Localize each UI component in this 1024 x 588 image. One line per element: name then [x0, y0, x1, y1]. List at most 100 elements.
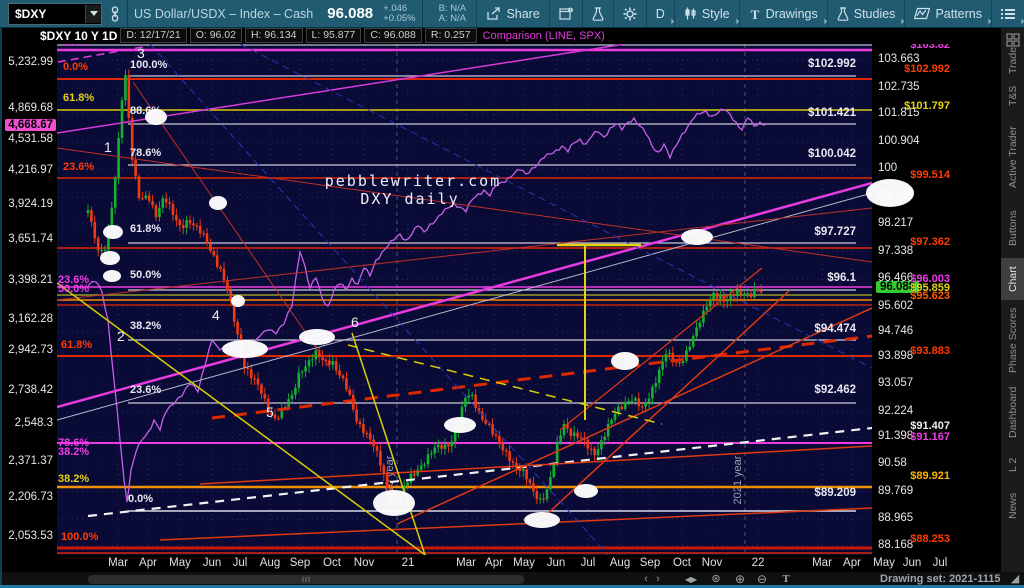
trendline	[159, 507, 872, 541]
left-axis-tick: 2,942.73	[8, 344, 53, 356]
divider	[421, 0, 423, 27]
scrollbar-grip-icon	[302, 577, 310, 582]
fib-level-label: 0.0%	[63, 44, 88, 49]
comparison-study-label[interactable]: Comparison (LINE, SPX)	[482, 29, 605, 42]
right-axis-tick: 100	[878, 162, 898, 174]
right-price-axis[interactable]: 103.663102.735101.815100.90410099.10598.…	[872, 39, 1000, 572]
timeframe-button[interactable]: D	[645, 0, 675, 27]
sidebar-tab-t-s[interactable]: T&S	[1007, 85, 1019, 107]
sidebar-tab-l-2[interactable]: L 2	[1007, 457, 1019, 473]
time-axis-label: Mar	[456, 557, 476, 569]
patterns-button[interactable]: Patterns	[904, 0, 992, 27]
panel-grid-icon[interactable]	[1006, 33, 1020, 52]
wave-count-label: 2	[117, 328, 125, 344]
sidebar-tab-active-trader[interactable]: Active Trader	[1007, 126, 1019, 188]
trendline	[132, 81, 331, 369]
analysis-tools-button[interactable]	[581, 0, 613, 27]
sidebar-tab-buttons[interactable]: Buttons	[1007, 210, 1019, 246]
ask-value: A: N/A	[438, 12, 467, 24]
chart-menu-button[interactable]	[991, 0, 1024, 27]
right-axis-tick: 93.898	[878, 350, 914, 362]
toolbar-right-group: Share ! D	[476, 0, 1024, 27]
left-axis-tick: 2,548.3	[14, 417, 53, 429]
time-axis-label: 21	[401, 557, 415, 569]
studies-button[interactable]: Studies	[826, 0, 905, 27]
wave-count-label: 3	[137, 45, 145, 61]
drawings-button[interactable]: T Drawings	[738, 0, 827, 27]
ellipse-annotation	[231, 295, 245, 307]
left-axis-tick: 4,869.68	[8, 102, 53, 114]
patterns-label: Patterns	[935, 6, 982, 21]
zoom-out-icon[interactable]: ⊖	[756, 572, 768, 586]
style-button[interactable]: Style	[673, 0, 739, 27]
calendar-alert-icon: !	[559, 7, 573, 20]
left-axis-tick: 2,371.37	[8, 455, 53, 467]
resize-grip-icon[interactable]: ◢	[1010, 573, 1020, 585]
left-axis-tick: 5,232.99	[8, 56, 53, 68]
svg-text:T: T	[750, 8, 759, 20]
link-symbol-icon[interactable]	[109, 5, 121, 22]
fib-level-label: 23.6%	[63, 161, 94, 173]
drawing-set-label: Drawing set: 2021-1115	[880, 573, 1001, 585]
trendline	[396, 307, 872, 525]
fib-price-label: $97.727	[814, 226, 856, 238]
price-level-label: $97.362	[910, 236, 950, 248]
trendline	[57, 282, 427, 555]
horizontal-scrollbar[interactable]	[88, 575, 524, 584]
ellipse-annotation	[524, 512, 560, 528]
dropdown-caret-icon	[1015, 15, 1024, 25]
right-sidebar: Trade T&S Active Trader Buttons Chart Phase S…	[1000, 27, 1024, 572]
sidebar-tab-news[interactable]: News	[1007, 492, 1019, 520]
bid-ask: B: N/A A: N/A	[438, 3, 467, 24]
scroll-right-icon[interactable]: ›	[656, 573, 660, 585]
flask-icon	[837, 6, 849, 21]
right-axis-tick: 91.398	[878, 430, 914, 442]
zoom-in-icon[interactable]: ⊕	[734, 572, 746, 586]
fib-level-label: 78.6%	[58, 437, 89, 449]
left-axis-tick: 2,738.42	[8, 384, 53, 396]
fib-price-label: $92.462	[814, 384, 856, 396]
right-axis-tick: 89.769	[878, 485, 914, 497]
sidebar-tab-phase-scores[interactable]: Phase Scores	[1007, 307, 1019, 373]
left-price-axis[interactable]: 5,232.99 4,869.68 4,531.58 4,216.97 3,924.19…	[0, 44, 57, 572]
right-axis-tick: 103.663	[878, 53, 920, 65]
sidebar-tab-chart[interactable]: Chart	[1001, 258, 1024, 300]
time-axis[interactable]: Mar Apr May Jun Jul Aug Sep Oct Nov 21 Mar Apr May Ju…	[0, 555, 1000, 572]
list-menu-icon	[1001, 8, 1015, 19]
right-axis-tick: 94.746	[878, 325, 914, 337]
trendline	[347, 344, 663, 425]
share-button[interactable]: Share	[476, 0, 548, 27]
price-level-label: $99.514	[910, 169, 950, 181]
divider	[127, 0, 128, 27]
text-note-icon[interactable]: T	[782, 573, 790, 585]
chart-header: $DXY 10 Y 1D D: 12/17/21 O: 96.02 H: 96.13…	[0, 27, 1024, 44]
last-price-badge: 96.088	[876, 281, 920, 293]
fib-level-label: 23.6%	[58, 274, 89, 286]
pan-icon[interactable]: ◀▶	[684, 575, 698, 584]
time-axis-label: Jun	[902, 557, 922, 569]
chart-settings-button[interactable]	[612, 0, 646, 27]
ohlc-field: R: 0.257	[424, 28, 477, 43]
trendline	[351, 332, 426, 555]
ohlc-field: O: 96.02	[189, 28, 242, 43]
fib-level-label: 0.0%	[63, 61, 88, 73]
time-axis-label: 22	[751, 557, 765, 569]
economic-events-button[interactable]: !	[548, 0, 582, 27]
sidebar-tab-dashboard[interactable]: Dashboard	[1007, 386, 1019, 438]
time-axis-label: Jun	[202, 557, 222, 569]
symbol-input[interactable]: $DXY	[8, 2, 102, 25]
fib-price-label: $102.992	[808, 58, 856, 70]
reset-view-icon[interactable]: ⊛	[711, 573, 721, 585]
sidebar-tab-trade[interactable]: Trade	[1007, 46, 1019, 74]
scroll-left-icon[interactable]: ‹	[644, 573, 648, 585]
left-axis-tick: 2,206.73	[8, 491, 53, 503]
symbol-dropdown-button[interactable]	[85, 4, 101, 23]
style-label: Style	[701, 6, 730, 21]
window-edge	[0, 585, 1024, 588]
time-axis-label: Jul	[932, 557, 948, 569]
time-axis-label: Apr	[485, 557, 503, 569]
fib-price-label: $100.042	[808, 148, 856, 160]
trendline	[57, 147, 872, 263]
left-axis-tick: 3,651.74	[8, 233, 53, 245]
